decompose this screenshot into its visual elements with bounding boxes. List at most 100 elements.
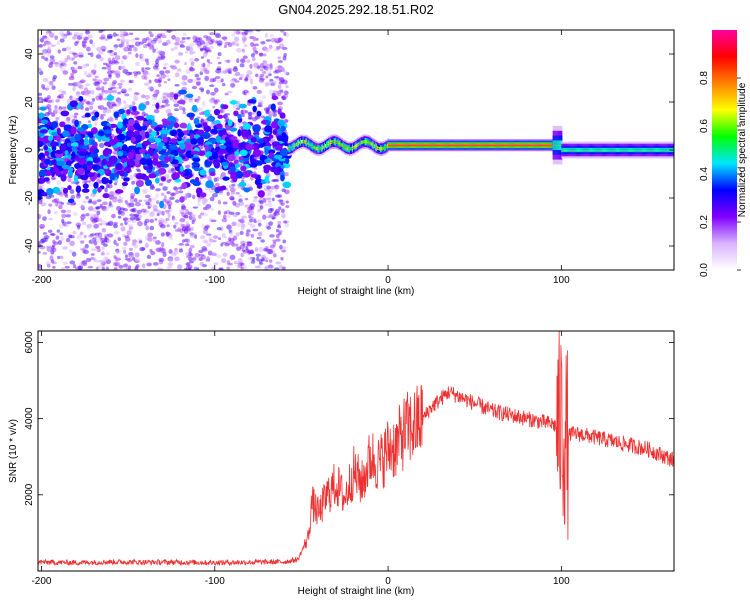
spectrogram-cell — [277, 223, 281, 227]
spectrogram-cell — [239, 149, 248, 157]
spectrogram-cell — [132, 71, 139, 74]
spectrogram-cell — [95, 259, 101, 263]
spectrogram-cell — [279, 30, 285, 33]
spectrogram-cell — [376, 146, 379, 150]
spectrogram-cell — [179, 165, 184, 173]
spectrogram-cell — [521, 145, 523, 146]
spectrogram-cell — [344, 147, 347, 148]
spectrogram-cell — [239, 73, 245, 79]
spectrogram-cell — [158, 257, 165, 262]
spectrogram-cell — [39, 214, 43, 218]
spectrogram-cell — [253, 50, 259, 55]
spectrogram-cell — [251, 46, 258, 51]
spectrogram-cell — [157, 83, 162, 87]
spectrogram-cell — [555, 145, 558, 146]
spectrogram-cell — [272, 242, 277, 247]
spectrogram-cell — [342, 144, 344, 148]
spectrogram-cell — [145, 101, 150, 106]
spectrogram-cell — [199, 40, 206, 45]
spectrogram-cell — [117, 82, 123, 86]
spectrogram-cell — [225, 68, 229, 74]
spectrogram-cell — [125, 202, 132, 205]
spectrogram-cell — [647, 150, 649, 151]
spectrogram-cell — [233, 30, 237, 35]
spectrogram-cell — [117, 237, 122, 241]
spectrogram-cell — [103, 107, 108, 110]
top-x-tick-label: -200 — [31, 275, 51, 286]
spectrogram-cell — [157, 142, 165, 147]
spectrogram-cell — [157, 38, 163, 44]
spectrogram-cell — [276, 68, 282, 74]
spectrogram-cell — [193, 266, 198, 270]
spectrogram-cell — [506, 145, 508, 146]
spectrogram-cell — [232, 104, 237, 108]
spectrogram-cell — [208, 156, 214, 161]
spectrogram-cell — [157, 167, 167, 175]
spectrogram-cell — [77, 158, 87, 166]
spectrogram-cell — [247, 76, 253, 81]
spectrogram-cell — [369, 143, 372, 144]
spectrogram-cell — [436, 145, 439, 146]
spectrogram-cell — [257, 190, 265, 198]
spectrogram-cell — [214, 76, 221, 80]
spectrogram-cell — [226, 191, 230, 196]
spectrogram-cell — [469, 145, 471, 146]
spectrogram-cell — [76, 191, 81, 197]
spectrogram-cell — [101, 246, 105, 250]
spectrogram-cell — [107, 183, 113, 189]
spectrogram-cell — [164, 99, 169, 105]
spectrogram-cell — [516, 145, 519, 146]
spectrogram-cell — [443, 145, 445, 146]
spectrogram-cell — [134, 158, 140, 166]
spectrogram-cell — [96, 210, 101, 216]
spectrogram-cell — [233, 261, 238, 265]
spectrogram-cell — [148, 38, 154, 44]
spectrogram-cell — [38, 43, 44, 48]
spectrogram-cell — [482, 145, 485, 146]
spectrogram-cell — [138, 199, 143, 203]
spectrogram-cell — [197, 150, 206, 156]
spectrogram-cell — [67, 82, 74, 86]
spectrogram-cell — [73, 115, 77, 119]
spectrogram-cell — [397, 145, 399, 146]
spectrogram-cell — [148, 30, 152, 34]
spectrogram-cell — [54, 35, 59, 41]
spectrogram-cell — [240, 215, 247, 219]
spectrogram-cell — [120, 222, 124, 226]
spectrogram-cell — [109, 123, 118, 128]
spectrogram-cell — [154, 218, 158, 221]
spectrogram-cell — [47, 99, 53, 103]
spectrogram-cell — [199, 169, 207, 176]
spectrogram-cell — [238, 194, 242, 198]
spectrogram-cell — [275, 208, 280, 212]
spectrogram-cell — [62, 246, 68, 250]
spectrogram-cell — [215, 33, 222, 39]
spectrogram-cell — [147, 119, 153, 125]
spectrogram-cell — [475, 145, 477, 146]
spectrogram-cell — [213, 87, 219, 93]
spectrogram-cell — [662, 150, 664, 151]
spectrogram-cell — [600, 150, 603, 151]
spectrogram-cell — [254, 178, 264, 186]
spectrogram-cell — [199, 144, 204, 150]
spectrogram-cell — [181, 155, 186, 160]
spectrogram-cell — [435, 145, 438, 146]
spectrogram-cell — [110, 61, 116, 65]
spectrogram-cell — [313, 145, 315, 150]
spectrogram-cell — [346, 146, 349, 151]
spectrogram-cell — [43, 177, 50, 182]
spectrogram-cell — [586, 150, 588, 151]
spectrogram-cell — [471, 145, 473, 146]
spectrogram-cell — [311, 146, 313, 147]
spectrogram-cell — [607, 150, 609, 151]
spectrogram-cell — [46, 263, 51, 268]
spectrogram-cell — [52, 166, 60, 174]
spectrogram-cell — [214, 182, 220, 187]
spectrogram-cell — [213, 108, 221, 116]
spectrogram-cell — [144, 94, 150, 100]
spectrogram-cell — [264, 203, 268, 207]
spectrogram-cell — [226, 59, 231, 64]
spectrogram-cell — [181, 75, 188, 81]
spectrogram-cell — [182, 130, 190, 135]
spectrogram-cell — [664, 150, 666, 151]
